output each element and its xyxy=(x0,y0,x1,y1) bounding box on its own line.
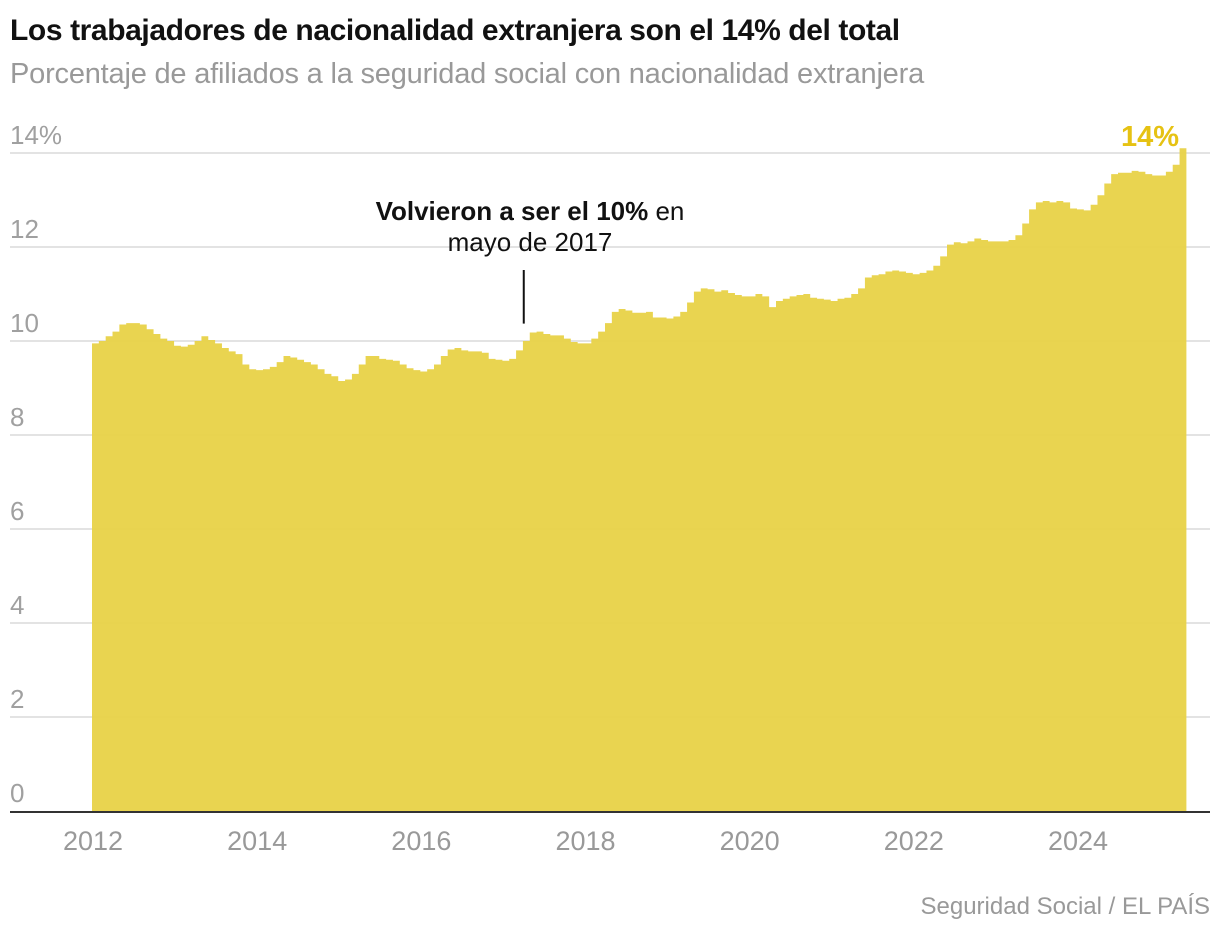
x-axis-ticks: 2012 2014 2016 2018 2020 2022 2024 xyxy=(63,826,1108,856)
chart-subtitle: Porcentaje de afiliados a la seguridad s… xyxy=(10,58,924,90)
x-tick-label: 2018 xyxy=(555,826,615,856)
end-value-label: 14% xyxy=(1121,121,1179,153)
x-tick-label: 2020 xyxy=(720,826,780,856)
y-tick-label: 6 xyxy=(10,496,24,526)
y-tick-label: 2 xyxy=(10,684,24,714)
y-tick-label: 8 xyxy=(10,402,24,432)
area-fill xyxy=(92,148,1187,812)
annotation: Volvieron a ser el 10% en mayo de 2017 xyxy=(376,196,685,324)
x-tick-label: 2022 xyxy=(884,826,944,856)
annotation-bold: Volvieron a ser el 10% xyxy=(376,196,649,226)
x-tick-label: 2016 xyxy=(391,826,451,856)
y-tick-label: 10 xyxy=(10,308,39,338)
y-tick-label: 14% xyxy=(10,120,62,150)
y-tick-label: 4 xyxy=(10,590,24,620)
x-tick-label: 2012 xyxy=(63,826,123,856)
y-tick-label: 0 xyxy=(10,778,24,808)
annotation-text-line2: mayo de 2017 xyxy=(448,227,613,257)
annotation-normal: en xyxy=(648,196,684,226)
y-axis-ticks: 0 2 4 6 8 10 12 14% xyxy=(10,120,62,808)
x-tick-label: 2014 xyxy=(227,826,287,856)
y-tick-label: 12 xyxy=(10,214,39,244)
chart-title: Los trabajadores de nacionalidad extranj… xyxy=(10,14,900,47)
annotation-text-line1: Volvieron a ser el 10% en xyxy=(376,196,685,226)
source-credit: Seguridad Social / EL PAÍS xyxy=(920,893,1211,920)
x-tick-label: 2024 xyxy=(1048,826,1108,856)
area-series xyxy=(92,148,1187,812)
